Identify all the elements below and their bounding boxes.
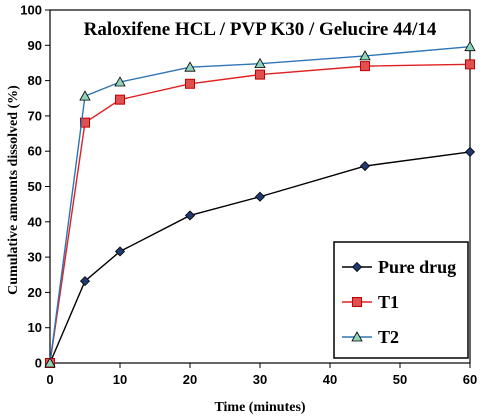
legend-marker-t2 (351, 331, 363, 342)
y-tick-label: 60 (28, 144, 42, 159)
series-pure-drug (44, 146, 476, 369)
y-tick-label: 80 (28, 73, 42, 88)
data-point-t1 (465, 59, 475, 70)
legend-marker-t1 (352, 297, 362, 307)
legend-label-pure-drug: Pure drug (378, 257, 456, 277)
series-t1 (45, 59, 475, 368)
x-tick-label: 30 (253, 372, 267, 387)
x-tick-label: 40 (323, 372, 337, 387)
data-point-t2 (359, 50, 371, 61)
x-axis: 0 10 20 30 40 50 60 (46, 363, 477, 387)
data-point-pure-drug (464, 146, 476, 157)
x-tick-label: 10 (113, 372, 127, 387)
x-tick-label: 50 (393, 372, 407, 387)
legend: Pure drug T1 T2 (333, 241, 469, 359)
data-point-t1 (255, 69, 265, 80)
data-point-t2 (114, 76, 126, 87)
y-tick-label: 20 (28, 285, 42, 300)
x-axis-title: Time (minutes) (214, 400, 305, 415)
y-tick-label: 30 (28, 250, 42, 265)
x-tick-label: 60 (463, 372, 477, 387)
data-point-t1 (115, 94, 125, 105)
y-tick-label: 50 (28, 179, 42, 194)
y-tick-label: 70 (28, 108, 42, 123)
y-tick-label: 100 (20, 3, 42, 18)
data-point-pure-drug (254, 191, 266, 202)
data-point-pure-drug (359, 160, 371, 172)
y-tick-label: 90 (28, 38, 42, 53)
data-point-t1 (360, 61, 370, 72)
legend-label-t1: T1 (378, 292, 399, 312)
y-axis-title: Cumulative amounts dissolved (%) (6, 85, 21, 295)
data-point-pure-drug (114, 246, 126, 257)
y-tick-label: 10 (28, 320, 42, 335)
y-axis: 0 10 20 30 40 50 60 70 80 90 100 (20, 3, 50, 371)
data-point-t2 (254, 57, 266, 69)
data-point-t2 (44, 357, 56, 368)
data-point-t2 (464, 40, 476, 52)
chart-title: Raloxifene HCL / PVP K30 / Gelucire 44/1… (84, 19, 437, 40)
y-tick-label: 0 (35, 356, 42, 371)
data-point-t2 (184, 61, 196, 72)
series-layer (44, 40, 476, 369)
data-point-t1 (185, 78, 195, 89)
legend-label-t2: T2 (378, 327, 399, 347)
y-tick-label: 40 (28, 214, 42, 229)
data-point-t1 (80, 117, 90, 128)
data-point-pure-drug (79, 276, 91, 287)
x-tick-label: 0 (46, 372, 53, 387)
series-t2 (44, 40, 476, 368)
data-point-t2 (79, 90, 91, 101)
legend-marker-pure-drug (351, 261, 363, 273)
x-tick-label: 20 (183, 372, 197, 387)
data-point-pure-drug (184, 210, 196, 221)
